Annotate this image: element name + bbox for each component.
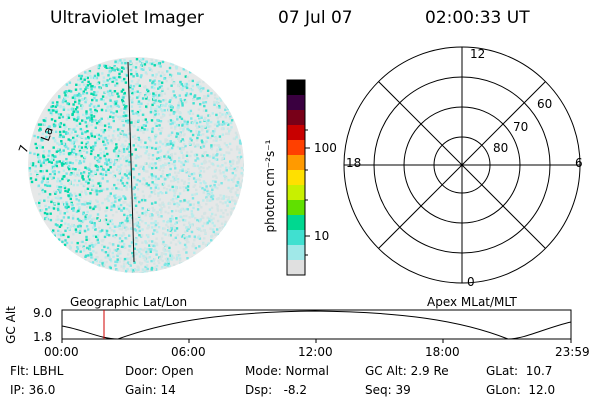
app-title: Ultraviolet Imager (50, 8, 204, 28)
mlt-label-right: 6 (575, 156, 583, 170)
orbit-x-tick-3: 18:00 (425, 345, 460, 359)
date-label: 07 Jul 07 (278, 8, 353, 28)
footer-dsp: Dsp: -8.2 (245, 383, 308, 397)
footer-gc-alt: GC Alt: 2.9 Re (365, 364, 449, 378)
footer-glon: GLon: 12.0 (486, 383, 556, 397)
orbit-x-tick-0: 00:00 (44, 345, 79, 359)
mlt-label-left: 18 (346, 156, 362, 170)
colorbar-tick-100: 100 (314, 141, 337, 155)
orbit-y-bottom: 1.8 (33, 330, 53, 344)
orbit-y-top: 9.0 (33, 306, 53, 320)
footer-ip: IP: 36.0 (10, 383, 56, 397)
footer-flt: Flt: LBHL (10, 364, 64, 378)
orbit-y-axis-label: GC Alt (3, 306, 18, 344)
footer-door: Door: Open (125, 364, 194, 378)
lat-label-80: 80 (493, 141, 509, 155)
colorbar-unit-label: photon cm⁻²s⁻¹ (263, 139, 277, 233)
colorbar-tick-10: 10 (314, 229, 330, 243)
orbit-left-title: Geographic Lat/Lon (70, 295, 188, 309)
footer-glat: GLat: 10.7 (486, 364, 553, 378)
lat-label-60: 60 (537, 97, 553, 111)
mlt-label-top: 12 (470, 47, 486, 61)
orbit-x-tick-4: 23:59 (555, 345, 590, 359)
orbit-plot (61, 309, 572, 343)
auroral-image (28, 57, 244, 273)
lat-label-70: 70 (513, 120, 529, 134)
footer-seq: Seq: 39 (365, 383, 411, 397)
orbit-right-title: Apex MLat/MLT (427, 295, 517, 309)
terminator-line (127, 61, 135, 263)
footer-gain: Gain: 14 (125, 383, 176, 397)
orbit-x-tick-1: 06:00 (171, 345, 206, 359)
footer-mode: Mode: Normal (245, 364, 329, 378)
colorbar (287, 80, 305, 276)
mlt-label-bottom: 0 (467, 275, 475, 289)
time-label: 02:00:33 UT (425, 8, 530, 28)
orbit-x-tick-2: 12:00 (298, 345, 333, 359)
polar-plot (343, 46, 581, 284)
